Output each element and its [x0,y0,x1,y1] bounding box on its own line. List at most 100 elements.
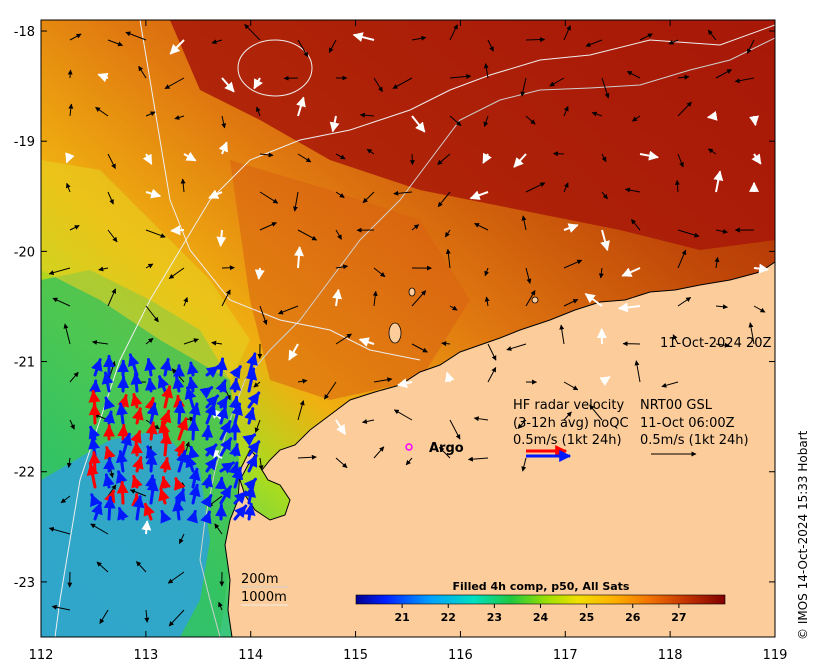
hf-radar-vector [246,454,258,473]
velocity-arrow [449,24,458,41]
velocity-arrow [69,371,79,383]
hf-radar-vector [187,445,200,460]
velocity-arrow [253,381,261,388]
axes: 112 113 114 115 116 117 118 119 -18 -19 -20 -21 -22 -… [14,20,787,663]
velocity-arrow [296,96,306,117]
velocity-arrow [668,39,679,45]
velocity-arrow [48,526,71,535]
y-tick-label: -20 [14,245,35,260]
velocity-arrow [335,229,342,240]
hf-radar-vector [215,379,227,394]
y-tick-label: -18 [14,25,35,40]
velocity-arrow [136,561,147,573]
velocity-arrow [449,419,461,440]
velocity-arrow [396,378,413,389]
velocity-arrow [484,296,490,307]
velocity-arrow [335,264,349,270]
hf-radar-vector [144,377,157,393]
hf-radar-vector [200,510,212,525]
hf-radar-vector [201,474,214,489]
velocity-arrow [254,419,261,433]
velocity-arrow [634,360,641,383]
contour-eddy [237,39,313,97]
hf-radar-vector [219,437,233,457]
velocity-arrow [98,266,109,272]
contour-legend-200: 200m [241,572,278,587]
velocity-arrow [107,191,114,205]
velocity-arrow [483,115,489,128]
velocity-arrow [107,153,116,170]
hf-radar-vector [132,407,144,425]
velocity-arrow [517,419,527,429]
velocity-arrow [392,77,413,89]
island [408,287,416,297]
velocity-arrow [144,609,150,623]
velocity-arrow [706,110,718,121]
velocity-arrow [483,63,489,79]
hf-radar-vector [116,480,129,505]
x-tick-label: 116 [448,648,473,663]
velocity-arrow [214,523,223,535]
velocity-arrow [525,182,546,193]
hf-radar-vector [90,493,102,508]
hf-radar-vector [130,393,143,409]
hf-scale-right: 0.5m/s (1kt 24h) [640,433,749,448]
velocity-arrow [411,35,427,41]
hf-radar-vector [233,490,248,505]
velocity-arrow [715,342,730,348]
velocity-arrow [211,39,223,45]
velocity-arrow [677,153,684,168]
velocity-arrow [293,245,304,269]
velocity-arrow [362,191,375,204]
hf-radar-vector [103,457,116,473]
velocity-arrow [631,219,641,231]
x-tick-label: 117 [553,648,578,663]
velocity-arrow [411,115,426,133]
hf-radar-vector [204,456,218,473]
hf-radar-vector [115,450,128,473]
sst-warm-region [170,20,775,250]
velocity-arrow [69,33,82,41]
hf-radar-vector [91,501,103,521]
velocity-arrow [259,152,274,158]
hf-radar-vector [116,402,128,425]
velocity-arrow [601,191,608,200]
colorbar-tick-label: 22 [441,611,456,624]
velocity-arrow [439,446,451,459]
y-tick-label: -23 [14,576,35,591]
velocity-arrow [559,324,565,345]
velocity-arrow [506,343,527,351]
hf-radar-vector [117,375,130,393]
hf-radar-vector [130,372,143,393]
velocity-arrow [297,400,305,421]
velocity-arrow [145,305,159,323]
sst-mid-region [230,160,470,400]
hf-radar-vector [172,498,185,521]
hf-radar-vector [161,385,174,409]
hf-radar-vector [88,451,101,473]
velocity-arrow [437,191,451,208]
hf-radar-vector [103,396,116,411]
hf-radar-vector [132,495,145,521]
colorbar [355,594,726,605]
velocity-arrow [521,457,527,472]
velocity-arrow [601,77,610,99]
velocity-arrow [713,170,724,193]
argo-marker-icon [405,443,413,451]
velocity-arrow [748,322,755,345]
land-mass [224,261,775,637]
velocity-arrow [107,288,117,307]
velocity-arrow [409,153,415,166]
velocity-arrow [715,69,733,79]
velocity-arrow [335,457,348,469]
velocity-arrow [449,73,472,79]
hf-radar-vector [219,485,233,505]
island [531,296,539,304]
credit-label: © IMOS 14-Oct-2024 15:33 Hobart [796,430,810,640]
hf-radar-vector [186,509,198,524]
velocity-arrow [677,229,700,238]
velocity-arrow [96,561,109,573]
velocity-arrow [674,179,680,193]
hf-radar-vector [101,371,114,393]
